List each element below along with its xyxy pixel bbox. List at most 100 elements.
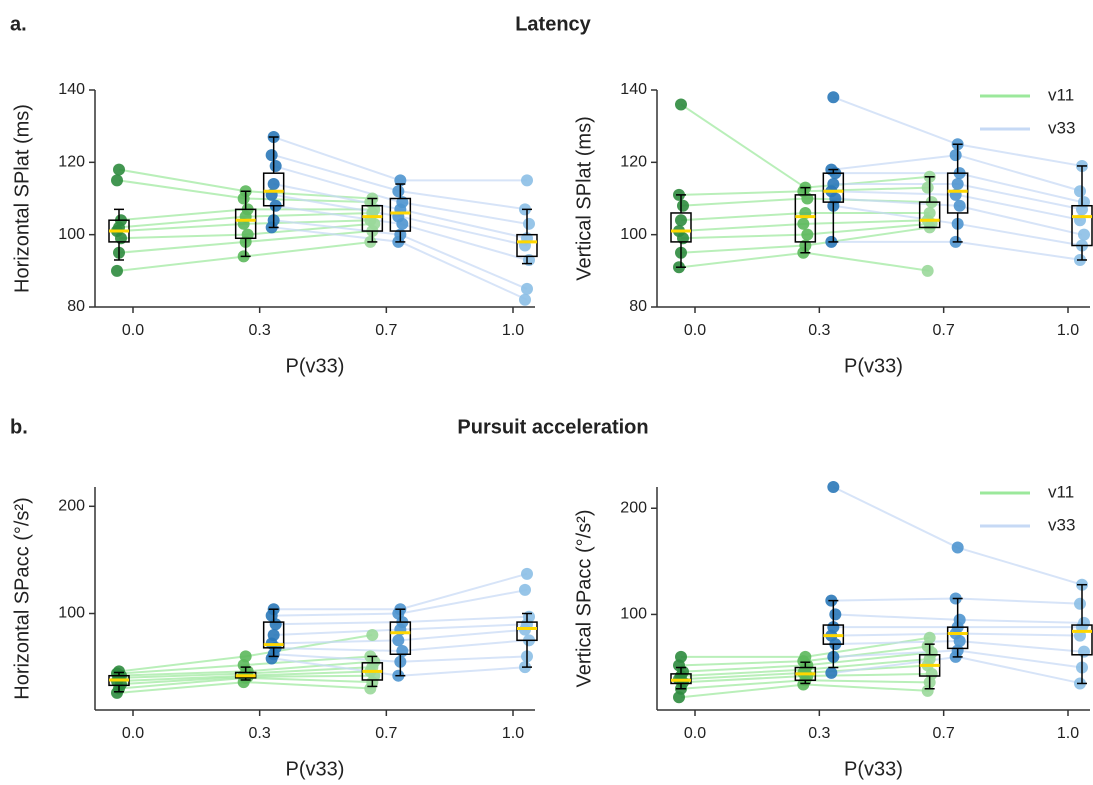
subject-line xyxy=(832,486,1083,586)
x-tick-label: 0.3 xyxy=(249,322,271,339)
x-tick-label: 0.3 xyxy=(808,725,830,742)
x-tick-label: 0.0 xyxy=(122,725,144,742)
subject-point xyxy=(1078,616,1090,629)
subject-point xyxy=(519,293,531,306)
subject-point xyxy=(267,178,280,191)
box xyxy=(670,673,692,685)
subject-point xyxy=(951,178,964,191)
subject-point xyxy=(827,621,840,634)
x-tick-label: 1.0 xyxy=(1057,725,1079,742)
subject-point xyxy=(396,645,409,658)
box xyxy=(946,172,969,214)
subject-point xyxy=(953,613,966,626)
subject-point xyxy=(113,665,125,678)
subject-point xyxy=(392,634,405,647)
y-tick-label: 100 xyxy=(58,226,85,243)
subject-point xyxy=(921,181,934,194)
y-axis-label: Vertical SPacc (°/s²) xyxy=(573,509,595,687)
box xyxy=(234,208,257,240)
panel-title: Latency xyxy=(515,13,591,35)
subject-point xyxy=(1074,597,1086,610)
subject-point xyxy=(827,178,840,191)
subject-point xyxy=(523,217,535,230)
y-tick-label: 100 xyxy=(58,605,85,622)
box xyxy=(262,172,285,207)
y-tick-label: 140 xyxy=(620,81,647,98)
y-tick-label: 120 xyxy=(58,154,85,171)
x-tick-label: 0.7 xyxy=(375,725,397,742)
subject-line xyxy=(680,103,930,189)
y-axis-label: Horizontal SPlat (ms) xyxy=(11,104,33,293)
subject-point xyxy=(1078,228,1090,241)
y-tick-label: 120 xyxy=(620,154,647,171)
subject-point xyxy=(267,628,280,641)
box xyxy=(516,233,538,258)
subject-point xyxy=(953,199,966,212)
legend-label: v33 xyxy=(1048,515,1075,534)
y-tick-label: 200 xyxy=(620,499,647,516)
subject-point xyxy=(829,608,842,621)
x-axis-label: P(v33) xyxy=(844,355,903,377)
subject-point xyxy=(827,481,840,493)
x-axis-label: P(v33) xyxy=(844,758,903,780)
x-tick-label: 1.0 xyxy=(502,322,524,339)
subject-point xyxy=(265,149,278,162)
x-tick-label: 0.3 xyxy=(808,322,830,339)
subject-point xyxy=(113,163,125,176)
x-tick-label: 0.7 xyxy=(375,322,397,339)
box xyxy=(918,201,941,229)
subject-point xyxy=(366,628,379,641)
panel-label: a. xyxy=(10,13,27,35)
subject-point xyxy=(675,98,687,111)
x-axis-label: P(v33) xyxy=(286,758,345,780)
subject-point xyxy=(799,650,812,663)
subject-point xyxy=(523,610,535,623)
box xyxy=(670,212,692,243)
x-axis-label: P(v33) xyxy=(286,355,345,377)
x-tick-label: 0.7 xyxy=(933,322,955,339)
box xyxy=(516,621,538,642)
y-tick-label: 100 xyxy=(620,606,647,623)
x-tick-label: 0.7 xyxy=(933,725,955,742)
subject-line xyxy=(273,136,527,182)
box xyxy=(389,621,412,656)
subject-point xyxy=(111,264,123,277)
box xyxy=(794,194,817,243)
subject-point xyxy=(521,174,533,187)
panel-label: b. xyxy=(10,416,28,438)
subject-point xyxy=(801,228,814,241)
x-tick-label: 0.0 xyxy=(684,725,706,742)
y-tick-label: 80 xyxy=(67,298,85,315)
y-axis-label: Horizontal SPacc (°/s²) xyxy=(11,497,33,700)
y-tick-label: 200 xyxy=(58,498,85,515)
subject-point xyxy=(675,650,687,663)
y-tick-label: 140 xyxy=(58,81,85,98)
box xyxy=(822,172,845,203)
subject-point xyxy=(923,631,936,644)
y-tick-label: 100 xyxy=(620,226,647,243)
subject-point xyxy=(923,206,936,219)
subject-point xyxy=(521,282,533,295)
box xyxy=(1071,624,1093,656)
x-tick-label: 0.0 xyxy=(122,322,144,339)
box xyxy=(389,197,412,232)
panel-title: Pursuit acceleration xyxy=(457,416,648,438)
box xyxy=(1071,204,1093,247)
y-tick-label: 80 xyxy=(629,298,647,315)
subject-point xyxy=(675,214,687,227)
subject-point xyxy=(797,217,810,230)
subject-point xyxy=(1074,185,1086,198)
subject-point xyxy=(921,264,934,277)
subject-point xyxy=(269,159,282,172)
subject-point xyxy=(239,650,252,663)
subject-point xyxy=(521,567,533,580)
subject-point xyxy=(392,185,405,198)
subject-point xyxy=(111,174,123,187)
legend-label: v11 xyxy=(1048,85,1074,104)
x-tick-label: 1.0 xyxy=(502,725,524,742)
legend-label: v11 xyxy=(1048,482,1074,501)
box xyxy=(361,204,384,232)
subject-point xyxy=(951,541,964,554)
